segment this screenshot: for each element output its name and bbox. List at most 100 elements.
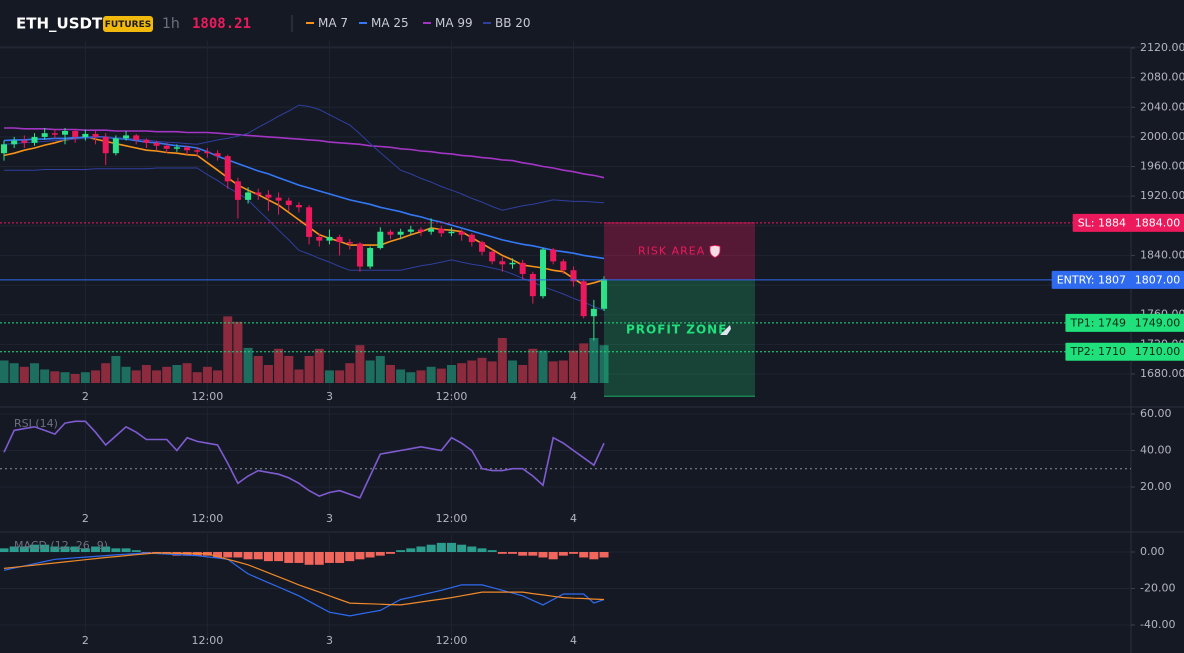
y-tick-label: -40.00	[1140, 618, 1175, 631]
y-tick-label: 20.00	[1140, 480, 1172, 493]
candle-body	[326, 236, 333, 241]
y-tick-label: 60.00	[1140, 407, 1172, 420]
macd-histogram-bar	[406, 548, 416, 552]
rocket-icon	[720, 325, 731, 336]
x-tick-label: 12:00	[436, 390, 468, 403]
last-price: 1808.21	[192, 16, 251, 32]
macd-histogram-bar	[528, 552, 538, 556]
candle-body	[72, 130, 79, 137]
volume-bar	[131, 370, 141, 383]
candle-body	[295, 205, 302, 208]
macd-histogram-bar	[223, 552, 233, 558]
candle-body	[143, 139, 150, 143]
x-tick-label: 4	[570, 390, 577, 403]
macd-histogram-bar	[589, 552, 599, 560]
legend-label: MA 25	[371, 16, 409, 30]
macd-histogram-bar	[233, 552, 243, 558]
candle-body	[112, 138, 119, 154]
candle-body	[1, 144, 7, 154]
candle-body	[31, 136, 38, 143]
price-tag-bg	[1131, 270, 1184, 289]
plot: 2120.00 2080.00 2040.00 2000.00 1960.00 1920.…	[0, 16, 1184, 647]
candle-body	[194, 150, 201, 152]
macd-histogram-bar	[30, 544, 40, 552]
volume-bar	[0, 360, 9, 383]
volume-bar	[294, 369, 304, 383]
candle-body	[173, 147, 180, 149]
volume-bar	[436, 368, 446, 383]
candle-body	[468, 234, 475, 243]
volume-bar	[213, 370, 223, 383]
candle-body	[51, 133, 58, 135]
volume-bar	[284, 356, 294, 383]
volume-bar	[121, 366, 131, 383]
macd-histogram-bar	[558, 552, 568, 556]
macd-histogram-bar	[416, 546, 426, 552]
macd-histogram-bar	[111, 548, 121, 552]
volume-bar	[528, 348, 538, 383]
x-tick-label: 4	[570, 634, 577, 647]
macd-histogram-bar	[91, 546, 101, 552]
interval: 1h	[162, 16, 180, 32]
macd-histogram-bar	[518, 552, 528, 556]
y-tick-label: 2000.00	[1140, 130, 1184, 143]
macd-histogram-bar	[314, 552, 324, 565]
pane-title: RSI (14)	[14, 417, 58, 430]
macd-histogram-bar	[243, 552, 253, 560]
volume-bar	[518, 365, 528, 383]
y-tick-label: 1920.00	[1140, 189, 1184, 202]
macd-histogram-bar	[263, 552, 273, 562]
candle-body	[255, 192, 262, 195]
candle-body	[478, 242, 485, 252]
x-tick-label: 2	[82, 390, 89, 403]
candle-body	[377, 231, 384, 249]
legend-label: MA 7	[318, 16, 348, 30]
y-tick-label: 2080.00	[1140, 71, 1184, 84]
macd-histogram-bar	[375, 552, 385, 556]
candle-body	[306, 207, 313, 237]
macd-histogram-bar	[365, 552, 375, 558]
macd-histogram-bar	[70, 546, 80, 552]
band-lower	[4, 167, 605, 311]
volume-bar	[304, 356, 314, 383]
x-tick-label: 12:00	[192, 512, 224, 525]
volume-bar	[406, 372, 416, 383]
volume-bar	[40, 369, 50, 383]
macd-histogram-bar	[477, 548, 487, 552]
volume-bar	[446, 365, 456, 383]
y-tick-label: 40.00	[1140, 443, 1172, 456]
volume-bar	[70, 374, 80, 383]
candle-body	[458, 231, 465, 235]
volume-bar	[111, 356, 121, 383]
macd-histogram-bar	[50, 546, 60, 552]
candle-body	[184, 147, 191, 151]
candle-body	[529, 273, 536, 297]
volume-bar	[50, 371, 60, 383]
legend-label: BB 20	[495, 16, 531, 30]
candle-body	[489, 251, 496, 262]
x-tick-label: 12:00	[436, 512, 468, 525]
volume-bar	[426, 366, 436, 383]
volume-bar	[467, 360, 477, 383]
zone	[604, 279, 755, 397]
candle-body	[346, 242, 353, 244]
volume-bar	[345, 363, 355, 383]
volume-bar	[162, 366, 172, 383]
volume-bar	[274, 348, 284, 383]
x-tick-label: 12:00	[436, 634, 468, 647]
price-tag-bg	[1131, 213, 1184, 232]
macd-histogram-bar	[508, 552, 517, 554]
macd-histogram-bar	[324, 552, 334, 563]
level-label-bg	[1065, 313, 1131, 332]
candle-body	[417, 229, 424, 232]
volume-bar	[457, 363, 467, 383]
volume-bar	[243, 347, 253, 383]
macd-histogram-bar	[579, 552, 589, 558]
price-tag: 1710.00	[1135, 345, 1181, 358]
macd-histogram-bar	[599, 552, 609, 558]
macd-histogram-bar	[446, 542, 456, 552]
ma-line	[4, 127, 605, 179]
candle-body	[204, 151, 211, 154]
price-tag-bg	[1131, 342, 1184, 361]
